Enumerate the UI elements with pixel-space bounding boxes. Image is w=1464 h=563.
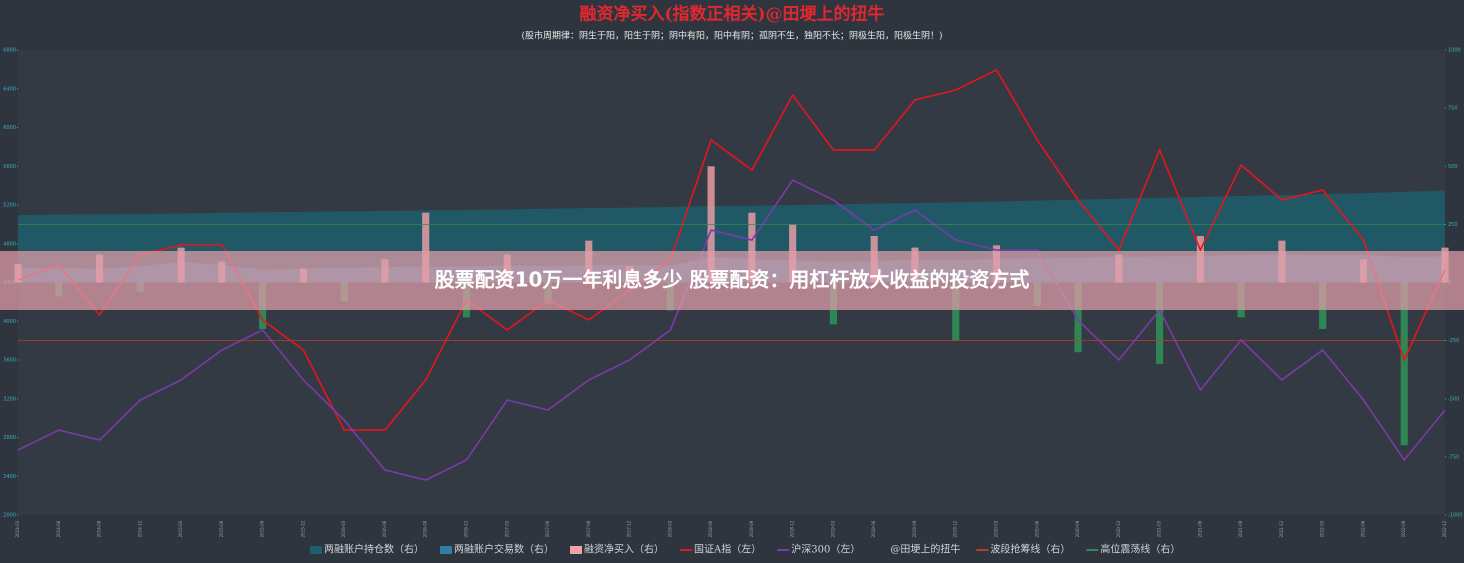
bar xyxy=(1156,282,1164,364)
legend-swatch xyxy=(570,546,582,554)
bar xyxy=(422,212,430,283)
legend-label: 融资净买入（右） xyxy=(584,543,664,556)
overlay-text: 股票配资10万一年利息多少 股票配资：用杠杆放大收益的投资方式 xyxy=(435,268,1030,292)
legend-label: @田埂上的扭牛 xyxy=(890,543,960,556)
legend-label: 波段抢筹线（右） xyxy=(990,543,1070,556)
x-tick-label: 2014-06 xyxy=(56,520,61,537)
y2-tick-label: 500 xyxy=(1448,164,1458,170)
x-tick-label: 2015-06 xyxy=(219,520,224,537)
x-tick-label: 2020-06 xyxy=(1034,520,1039,537)
x-tick-label: 2021-06 xyxy=(1197,520,1202,537)
y-tick-label: 5600 xyxy=(3,164,16,170)
bar xyxy=(1400,282,1408,446)
x-tick-label: 2018-06 xyxy=(708,520,713,537)
y-tick-label: 2000 xyxy=(3,513,16,519)
legend-label: 国证A指（左） xyxy=(694,543,761,556)
x-tick-label: 2016-03 xyxy=(341,520,346,537)
x-tick-label: 2022-03 xyxy=(1320,520,1325,537)
y2-tick-label: 250 xyxy=(1448,222,1458,228)
x-tick-label: 2016-06 xyxy=(382,520,387,537)
y2-tick-label: -250 xyxy=(1448,338,1459,344)
x-tick-label: 2021-12 xyxy=(1279,520,1284,537)
y-tick-label: 6400 xyxy=(3,86,16,92)
bar xyxy=(1074,282,1082,353)
x-tick-label: 2019-06 xyxy=(871,520,876,537)
y2-tick-label: -750 xyxy=(1448,454,1459,460)
legend-label: 高位震荡线（右） xyxy=(1100,543,1180,556)
x-tick-label: 2014-03 xyxy=(15,520,20,537)
overlay-banner xyxy=(0,251,1464,310)
x-tick-label: 2022-12 xyxy=(1442,520,1447,537)
legend: 两融账户持仓数（右） 两融账户交易数（右） 融资净买入（右） 国证A指（左） 沪深300… xyxy=(310,543,1180,556)
x-tick-label: 2015-12 xyxy=(300,520,305,537)
y-tick-label: 4800 xyxy=(3,241,16,247)
x-tick-label: 2020-09 xyxy=(1075,520,1080,537)
x-tick-label: 2014-09 xyxy=(97,520,102,537)
y-tick-label: 2400 xyxy=(3,474,16,480)
legend-label: 两融账户持仓数（右） xyxy=(324,543,424,556)
line xyxy=(17,179,1446,481)
x-tick-label: 2019-03 xyxy=(830,520,835,537)
bar xyxy=(952,282,960,341)
x-tick-label: 2016-09 xyxy=(423,520,428,537)
x-tick-label: 2019-12 xyxy=(953,520,958,537)
x-tick-label: 2017-03 xyxy=(504,520,509,537)
y-tick-label: 6000 xyxy=(3,125,16,131)
x-tick-label: 2017-09 xyxy=(586,520,591,537)
y-tick-label: 2800 xyxy=(3,435,16,441)
x-tick-label: 2014-12 xyxy=(137,520,142,537)
x-tick-label: 2020-03 xyxy=(994,520,999,537)
chart-subtitle: (股市周期律：阴生于阳，阳生于阴；阴中有阳，阳中有阴；孤阴不生，独阳不长；阴极生… xyxy=(521,30,942,42)
y2-tick-label: 1000 xyxy=(1448,48,1461,54)
x-tick-label: 2021-09 xyxy=(1238,520,1243,537)
x-tick-label: 2019-09 xyxy=(912,520,917,537)
y-tick-label: 4000 xyxy=(3,319,16,325)
legend-swatch xyxy=(310,546,322,554)
x-tick-label: 2021-03 xyxy=(1157,520,1162,537)
y-tick-label: 5200 xyxy=(3,203,16,209)
chart-title: 融资净买入(指数正相关)@田埂上的扭牛 xyxy=(579,4,884,25)
y2-tick-label: -500 xyxy=(1448,396,1459,402)
x-tick-label: 2015-09 xyxy=(260,520,265,537)
x-tick-label: 2017-12 xyxy=(627,520,632,537)
x-tick-label: 2018-03 xyxy=(667,520,672,537)
x-tick-label: 2018-12 xyxy=(790,520,795,537)
legend-label: 两融账户交易数（右） xyxy=(454,543,554,556)
x-tick-label: 2016-12 xyxy=(463,520,468,537)
x-tick-label: 2020-12 xyxy=(1116,520,1121,537)
y-tick-label: 3200 xyxy=(3,396,16,402)
x-tick-label: 2017-06 xyxy=(545,520,550,537)
x-tick-label: 2015-03 xyxy=(178,520,183,537)
x-tick-label: 2022-06 xyxy=(1360,520,1365,537)
bar xyxy=(748,212,756,283)
y2-tick-label: 750 xyxy=(1448,106,1458,112)
x-tick-label: 2022-09 xyxy=(1401,520,1406,537)
y-tick-label: 3600 xyxy=(3,358,16,364)
x-tick-label: 2018-09 xyxy=(749,520,754,537)
y-tick-label: 6800 xyxy=(3,48,16,54)
legend-label: 沪深300（左） xyxy=(791,543,860,556)
y2-tick-label: -1000 xyxy=(1448,513,1463,519)
legend-swatch xyxy=(440,546,452,554)
